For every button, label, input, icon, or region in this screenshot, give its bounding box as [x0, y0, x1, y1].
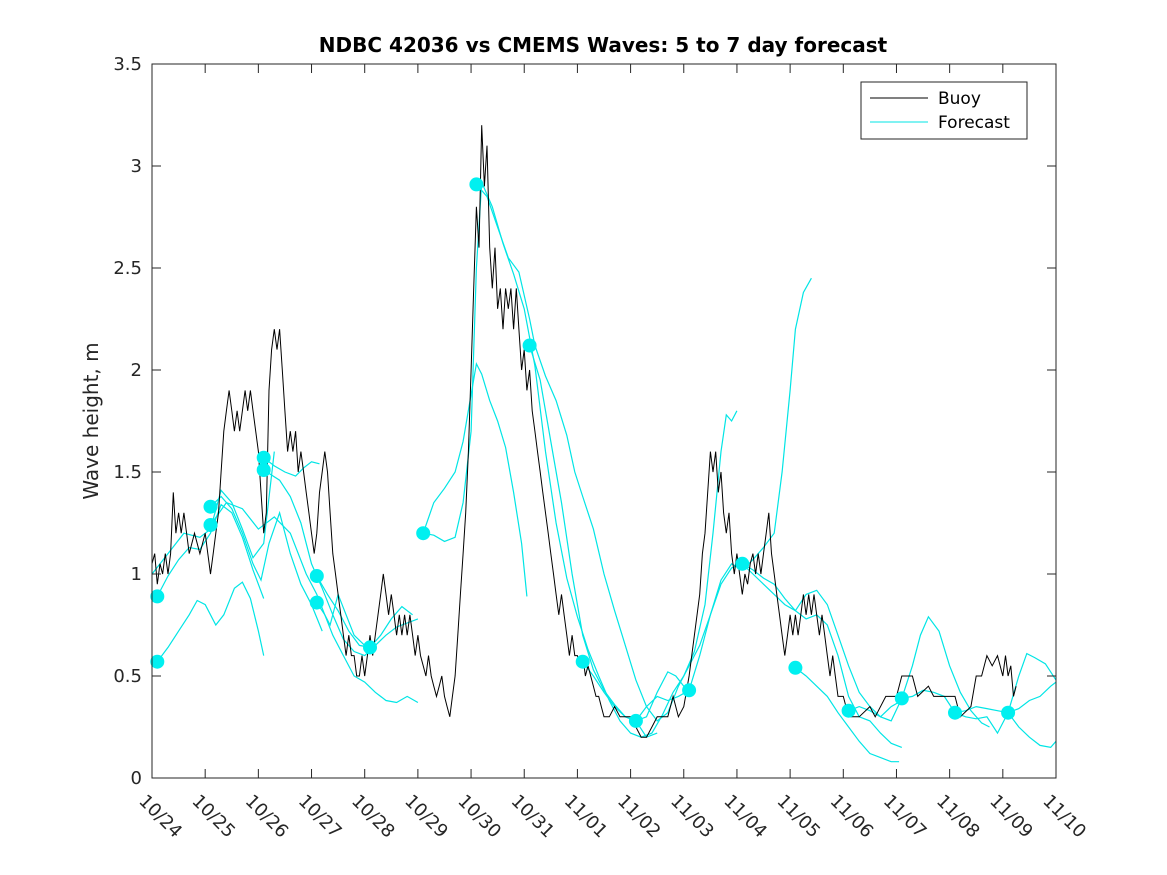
forecast-line-14 — [635, 563, 903, 722]
forecast-marker-7 — [309, 569, 324, 583]
y-tick-label-7: 3.5 — [113, 54, 142, 75]
buoy-line — [152, 125, 1017, 738]
y-tick-label-3: 1.5 — [113, 462, 142, 483]
legend-box — [860, 81, 1028, 140]
forecast-line-19 — [954, 705, 1056, 749]
forecast-marker-15 — [735, 556, 750, 571]
forecast-line-5 — [263, 469, 419, 657]
forecast-line-0 — [156, 581, 265, 663]
forecast-line-20 — [1007, 680, 1056, 714]
y-axis-label: Wave height, m — [79, 342, 103, 499]
forecast-line-16 — [795, 667, 900, 763]
chart-title: NDBC 42036 vs CMEMS Waves: 5 to 7 day fo… — [319, 33, 888, 57]
forecast-marker-16 — [788, 660, 803, 675]
forecast-line-6 — [263, 457, 320, 477]
forecast-line-18 — [901, 652, 1056, 735]
forecast-line-4 — [210, 495, 323, 632]
forecast-marker-19 — [948, 705, 962, 720]
y-tick-label-5: 2.5 — [113, 258, 142, 279]
axes-box — [151, 63, 1057, 779]
forecast-line-1 — [156, 503, 265, 599]
forecast-marker-3 — [203, 499, 218, 514]
forecast-series-group — [152, 182, 1056, 763]
forecast-marker-5 — [256, 450, 271, 465]
forecast-marker-9 — [416, 526, 431, 541]
y-tick-label-1: 0.5 — [113, 666, 142, 687]
forecast-line-3 — [210, 501, 419, 704]
forecast-line-2 — [152, 451, 275, 575]
forecast-marker-18 — [894, 691, 909, 706]
forecast-marker-11 — [522, 338, 537, 353]
legend-label-buoy: Buoy — [938, 89, 981, 109]
forecast-marker-10 — [469, 177, 484, 192]
forecast-marker-14 — [682, 683, 697, 698]
forecast-marker-8 — [363, 640, 377, 655]
forecast-marker-6 — [309, 595, 324, 610]
y-tick-label-2: 1 — [131, 564, 142, 585]
forecast-marker-20 — [1001, 705, 1016, 720]
forecast-marker-12 — [575, 654, 590, 669]
forecast-line-9 — [422, 362, 528, 597]
y-tick-label-4: 2 — [131, 360, 142, 381]
forecast-marker-4 — [256, 463, 271, 477]
legend-label-forecast: Forecast — [938, 113, 1010, 133]
forecast-marker-2 — [203, 518, 218, 532]
forecast-marker-17 — [841, 703, 856, 718]
forecast-line-15 — [742, 563, 903, 748]
forecast-marker-13 — [628, 713, 643, 728]
forecast-marker-0 — [150, 654, 165, 669]
buoy-series-group — [152, 125, 1017, 738]
forecast-marker-1 — [150, 589, 165, 604]
y-tick-label-6: 3 — [131, 156, 142, 177]
legend: Buoy Forecast — [860, 81, 1028, 140]
forecast-markers-group — [150, 177, 1016, 728]
plot-area — [152, 64, 1056, 778]
y-tick-label-0: 0 — [131, 768, 142, 789]
